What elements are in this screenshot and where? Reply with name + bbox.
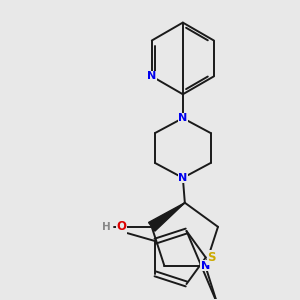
Text: S: S — [208, 251, 216, 264]
Text: N: N — [201, 261, 210, 271]
Polygon shape — [148, 203, 185, 231]
Text: N: N — [147, 71, 156, 81]
Text: N: N — [178, 173, 188, 183]
Text: H: H — [101, 222, 110, 232]
Text: N: N — [178, 113, 188, 123]
Text: O: O — [117, 220, 127, 233]
